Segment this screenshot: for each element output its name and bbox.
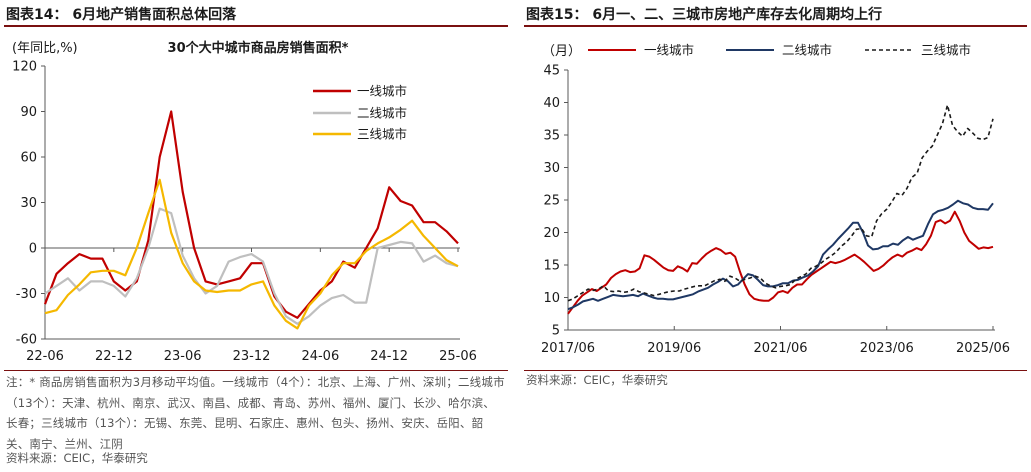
y-tick-label: 35 [543,129,560,144]
y-tick-label: 30 [543,161,560,176]
chart-panel-left: 图表14： 6月地产销售面积总体回落 -60 -30 0 30 60 90 120 22-06… [0,0,512,472]
figure-title: 图表15： 6月一、二、三城市房地产库存去化周期均上行 [526,7,883,23]
series-line [44,207,459,325]
source-label: 资料来源：CEIC，华泰研究 [526,373,668,387]
y-tick-label: 90 [20,105,37,120]
x-tick-label: 24-12 [370,349,408,364]
y-tick-label: 10 [543,291,560,306]
y-tick-label: 120 [12,60,37,75]
x-tick-label: 24-06 [301,349,339,364]
title-rule [4,25,508,27]
y-tick-label: 20 [543,226,560,241]
y-tick-label: 40 [543,96,560,111]
chart-note: 注：* 商品房销售面积为3月移动平均值。一线城市（4个）：北京、上海、广州、深圳… [6,375,505,451]
legend-label: 三线城市 [357,127,407,142]
series-line [567,210,994,315]
y-tick-label: 25 [543,194,560,209]
y-tick-label: 30 [20,196,37,211]
legend-label: 一线城市 [644,43,694,58]
x-tick-label: 2019/06 [647,341,701,356]
x-tick-label: 25-06 [439,349,477,364]
series-line [44,178,459,330]
series-line [567,199,994,311]
figure-title: 图表14： 6月地产销售面积总体回落 [6,7,237,23]
y-tick-label: -60 [16,333,37,348]
x-tick-label: 23-06 [164,349,202,364]
chart-left-plot: -60 -30 0 30 60 90 120 22-06 22-12 23-06 23-12 24-0… [12,40,477,364]
chart-title: 30个大中城市商品房销售面积* [168,40,349,56]
y-axis-label: （月） [542,44,581,59]
legend-label: 三线城市 [921,43,971,58]
title-rule [524,25,1027,27]
y-tick-label: 45 [543,64,560,79]
y-tick-label: 15 [543,259,560,274]
x-tick-label: 2017/06 [541,341,595,356]
x-tick-label: 2021/06 [753,341,807,356]
legend-label: 一线城市 [357,84,407,99]
series-line [567,104,994,302]
x-tick-label: 23-12 [233,349,271,364]
y-tick-label: 0 [29,242,37,257]
chart-panel-right: 图表15： 6月一、二、三城市房地产库存去化周期均上行 5 10 15 20 25 30 3… [520,0,1031,472]
y-tick-label: -30 [16,287,37,302]
x-tick-label: 2025/06 [956,341,1010,356]
x-tick-label: 2023/06 [860,341,914,356]
bottom-rule [4,370,508,371]
series-line [43,110,459,319]
legend-label: 二线城市 [782,43,832,58]
y-tick-label: 5 [552,324,560,339]
chart-right-plot: 5 10 15 20 25 30 35 40 45 2017/06 2019/06 2021/06 20… [541,43,1010,357]
y-axis-label: (年同比,%) [12,41,78,56]
y-tick-label: 60 [20,151,37,166]
legend-label: 二线城市 [357,106,407,121]
x-tick-label: 22-06 [26,349,64,364]
source-label: 资料来源：CEIC，华泰研究 [6,451,148,465]
bottom-rule [524,370,1027,371]
x-tick-label: 22-12 [95,349,133,364]
